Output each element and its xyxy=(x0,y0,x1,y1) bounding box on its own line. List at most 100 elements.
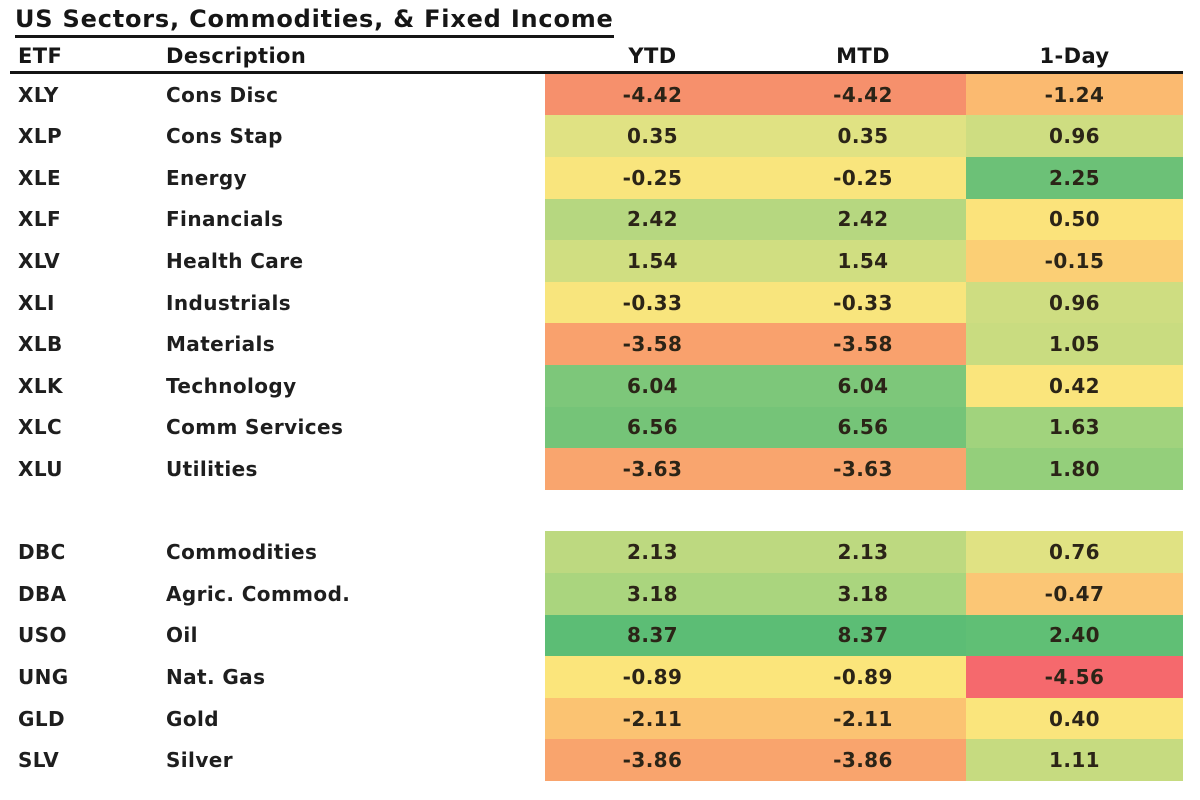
etf-description: Energy xyxy=(166,165,248,190)
mtd-value: 3.18 xyxy=(760,572,966,615)
one-day-value: 0.96 xyxy=(966,281,1183,324)
etf-description: Gold xyxy=(166,706,219,731)
etf-ticker: DBA xyxy=(18,581,67,606)
ytd-value: -3.63 xyxy=(545,448,760,490)
one-day-value: 0.42 xyxy=(966,364,1183,407)
table-row: XLC Comm Services 6.56 6.56 1.63 xyxy=(10,406,1183,449)
etf-ticker: XLP xyxy=(18,124,63,149)
mtd-value: 6.04 xyxy=(760,364,966,407)
ytd-value: -0.89 xyxy=(545,656,760,698)
table-row: XLV Health Care 1.54 1.54 -0.15 xyxy=(10,240,1183,282)
ytd-value: 6.56 xyxy=(545,406,760,449)
mtd-value: 1.54 xyxy=(760,240,966,282)
ytd-value: 0.35 xyxy=(545,115,760,157)
table-row: DBA Agric. Commod. 3.18 3.18 -0.47 xyxy=(10,572,1183,615)
etf-description: Oil xyxy=(166,623,198,648)
one-day-value: -4.56 xyxy=(966,656,1183,698)
col-header-ytd: YTD xyxy=(545,37,760,74)
etf-description: Commodities xyxy=(166,540,318,565)
one-day-value: 0.50 xyxy=(966,198,1183,241)
etf-ticker: XLK xyxy=(18,373,63,398)
one-day-value: 2.40 xyxy=(966,614,1183,657)
ytd-value: -2.11 xyxy=(545,697,760,740)
col-header-etf: ETF xyxy=(10,37,153,74)
ytd-value: -0.25 xyxy=(545,156,760,199)
etf-ticker: DBC xyxy=(18,540,66,565)
col-header-mtd: MTD xyxy=(760,37,966,74)
one-day-value: 0.76 xyxy=(966,531,1183,573)
table-row: XLB Materials -3.58 -3.58 1.05 xyxy=(10,323,1183,365)
etf-description: Materials xyxy=(166,332,276,357)
table-row: XLE Energy -0.25 -0.25 2.25 xyxy=(10,156,1183,199)
table-row: SLV Silver -3.86 -3.86 1.11 xyxy=(10,739,1183,781)
etf-ticker: XLI xyxy=(18,290,55,315)
etf-ticker: XLU xyxy=(18,456,63,481)
col-header-description: Description xyxy=(153,37,545,74)
mtd-value: -2.11 xyxy=(760,697,966,740)
ytd-value: 2.42 xyxy=(545,198,760,241)
performance-table: ETF Description YTD MTD 1-Day XLY Cons D… xyxy=(10,37,1183,781)
mtd-value: 0.35 xyxy=(760,115,966,157)
ytd-value: 1.54 xyxy=(545,240,760,282)
etf-description: Industrials xyxy=(166,290,292,315)
mtd-value: 2.42 xyxy=(760,198,966,241)
table-row: UNG Nat. Gas -0.89 -0.89 -4.56 xyxy=(10,656,1183,698)
one-day-value: 1.63 xyxy=(966,406,1183,449)
one-day-value: 1.11 xyxy=(966,739,1183,781)
etf-ticker: XLF xyxy=(18,207,62,232)
one-day-value: 1.05 xyxy=(966,323,1183,365)
etf-description: Comm Services xyxy=(166,415,344,440)
table-row: DBC Commodities 2.13 2.13 0.76 xyxy=(10,531,1183,573)
mtd-value: -3.58 xyxy=(760,323,966,365)
ytd-value: 6.04 xyxy=(545,364,760,407)
mtd-value: -0.25 xyxy=(760,156,966,199)
etf-ticker: XLY xyxy=(18,82,59,107)
etf-ticker: USO xyxy=(18,623,67,648)
etf-description: Silver xyxy=(166,748,233,773)
etf-description: Agric. Commod. xyxy=(166,581,351,606)
mtd-value: 8.37 xyxy=(760,614,966,657)
etf-description: Technology xyxy=(166,373,297,398)
col-header-1day: 1-Day xyxy=(966,37,1183,74)
mtd-value: -3.86 xyxy=(760,739,966,781)
one-day-value: 2.25 xyxy=(966,156,1183,199)
etf-ticker: XLV xyxy=(18,248,61,273)
table-row: XLI Industrials -0.33 -0.33 0.96 xyxy=(10,281,1183,324)
etf-description: Utilities xyxy=(166,456,258,481)
page-title: US Sectors, Commodities, & Fixed Income xyxy=(15,5,614,38)
etf-ticker: SLV xyxy=(18,748,60,773)
etf-ticker: XLE xyxy=(18,165,62,190)
mtd-value: 6.56 xyxy=(760,406,966,449)
section-gap xyxy=(10,489,1183,532)
one-day-value: -1.24 xyxy=(966,72,1183,116)
mtd-value: -0.89 xyxy=(760,656,966,698)
ytd-value: 2.13 xyxy=(545,531,760,573)
table-row: XLK Technology 6.04 6.04 0.42 xyxy=(10,364,1183,407)
etf-ticker: GLD xyxy=(18,706,65,731)
one-day-value: 0.96 xyxy=(966,115,1183,157)
etf-description: Cons Disc xyxy=(166,82,279,107)
header-row: ETF Description YTD MTD 1-Day xyxy=(10,37,1183,74)
mtd-value: -3.63 xyxy=(760,448,966,490)
ytd-value: 3.18 xyxy=(545,572,760,615)
table-row: USO Oil 8.37 8.37 2.40 xyxy=(10,614,1183,657)
ytd-value: 8.37 xyxy=(545,614,760,657)
etf-ticker: XLB xyxy=(18,332,63,357)
ytd-value: -3.58 xyxy=(545,323,760,365)
etf-description: Health Care xyxy=(166,248,304,273)
one-day-value: -0.47 xyxy=(966,572,1183,615)
etf-description: Financials xyxy=(166,207,284,232)
table-row: GLD Gold -2.11 -2.11 0.40 xyxy=(10,697,1183,740)
etf-ticker: UNG xyxy=(18,664,69,689)
mtd-value: 2.13 xyxy=(760,531,966,573)
table-row: XLF Financials 2.42 2.42 0.50 xyxy=(10,198,1183,241)
etf-description: Nat. Gas xyxy=(166,664,266,689)
one-day-value: 1.80 xyxy=(966,448,1183,490)
ytd-value: -4.42 xyxy=(545,72,760,116)
mtd-value: -4.42 xyxy=(760,72,966,116)
table-row: XLY Cons Disc -4.42 -4.42 -1.24 xyxy=(10,72,1183,116)
ytd-value: -3.86 xyxy=(545,739,760,781)
etf-description: Cons Stap xyxy=(166,124,283,149)
etf-ticker: XLC xyxy=(18,415,63,440)
